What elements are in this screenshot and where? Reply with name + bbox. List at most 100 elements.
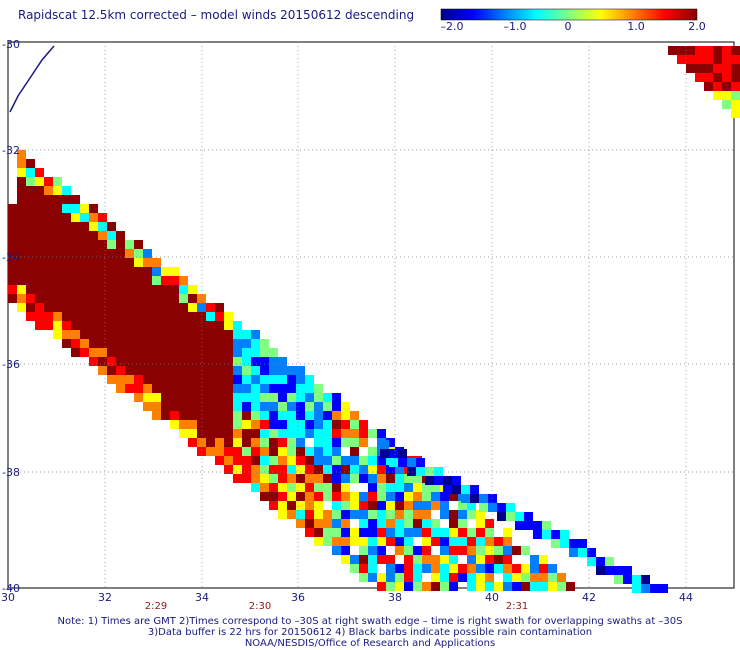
wind-difference-cell xyxy=(161,402,170,411)
wind-difference-cell xyxy=(551,539,560,548)
wind-difference-cell xyxy=(323,474,332,483)
wind-difference-cell xyxy=(89,204,98,213)
wind-difference-cell xyxy=(377,528,386,537)
wind-difference-cell xyxy=(206,447,215,456)
wind-difference-cell xyxy=(224,384,233,393)
wind-difference-cell xyxy=(224,339,233,348)
wind-difference-cell xyxy=(26,249,35,258)
wind-difference-cell xyxy=(323,411,332,420)
wind-difference-cell xyxy=(467,546,476,555)
wind-difference-cell xyxy=(713,55,722,64)
wind-difference-cell xyxy=(134,267,143,276)
wind-difference-cell xyxy=(215,321,224,330)
wind-difference-cell xyxy=(461,494,470,503)
wind-difference-cell xyxy=(179,429,188,438)
wind-difference-cell xyxy=(314,411,323,420)
wind-difference-cell xyxy=(233,357,242,366)
wind-difference-cell xyxy=(452,476,461,485)
wind-difference-cell xyxy=(116,249,125,258)
wind-difference-cell xyxy=(224,312,233,321)
wind-difference-cell xyxy=(704,46,713,55)
wind-difference-cell xyxy=(242,393,251,402)
wind-difference-cell xyxy=(107,348,116,357)
wind-difference-cell xyxy=(341,528,350,537)
wind-difference-cell xyxy=(341,501,350,510)
wind-difference-cell xyxy=(416,458,425,467)
wind-difference-cell xyxy=(449,528,458,537)
wind-difference-cell xyxy=(26,222,35,231)
wind-difference-cell xyxy=(521,582,530,591)
wind-difference-cell xyxy=(368,510,377,519)
wind-difference-cell xyxy=(404,483,413,492)
wind-difference-cell xyxy=(296,447,305,456)
wind-difference-cell xyxy=(233,366,242,375)
wind-difference-cell xyxy=(533,530,542,539)
wind-difference-cell xyxy=(476,510,485,519)
wind-difference-cell xyxy=(557,582,566,591)
wind-difference-cell xyxy=(479,494,488,503)
wind-difference-cell xyxy=(215,447,224,456)
wind-difference-cell xyxy=(278,438,287,447)
wind-difference-cell xyxy=(44,240,53,249)
wind-difference-cell xyxy=(350,510,359,519)
wind-difference-cell xyxy=(704,55,713,64)
wind-difference-cell xyxy=(188,375,197,384)
wind-difference-cell xyxy=(170,303,179,312)
wind-difference-cell xyxy=(296,474,305,483)
wind-difference-cell xyxy=(17,285,26,294)
wind-difference-cell xyxy=(443,476,452,485)
wind-difference-cell xyxy=(404,501,413,510)
wind-difference-cell xyxy=(395,564,404,573)
wind-difference-cell xyxy=(197,339,206,348)
wind-difference-cell xyxy=(260,474,269,483)
wind-difference-cell xyxy=(296,411,305,420)
wind-difference-cell xyxy=(467,528,476,537)
wind-difference-cell xyxy=(476,564,485,573)
wind-difference-cell xyxy=(677,46,686,55)
wind-difference-cell xyxy=(368,564,377,573)
wind-difference-cell xyxy=(488,494,497,503)
wind-difference-cell xyxy=(389,449,398,458)
wind-difference-cell xyxy=(314,420,323,429)
wind-difference-cell xyxy=(260,429,269,438)
wind-difference-cell xyxy=(476,519,485,528)
wind-difference-cell xyxy=(530,573,539,582)
wind-difference-cell xyxy=(494,582,503,591)
wind-difference-cell xyxy=(404,555,413,564)
wind-difference-cell xyxy=(107,294,116,303)
wind-difference-cell xyxy=(305,501,314,510)
wind-difference-cell xyxy=(314,465,323,474)
wind-difference-cell xyxy=(539,582,548,591)
wind-difference-cell xyxy=(314,492,323,501)
wind-difference-cell xyxy=(197,411,206,420)
wind-difference-cell xyxy=(233,429,242,438)
wind-difference-cell xyxy=(314,519,323,528)
wind-difference-cell xyxy=(341,456,350,465)
wind-difference-cell xyxy=(260,438,269,447)
wind-difference-cell xyxy=(224,357,233,366)
wind-difference-cell xyxy=(98,312,107,321)
wind-difference-cell xyxy=(332,546,341,555)
wind-difference-cell xyxy=(71,330,80,339)
wind-difference-cell xyxy=(98,276,107,285)
wind-difference-cell xyxy=(368,546,377,555)
wind-difference-cell xyxy=(242,438,251,447)
wind-difference-cell xyxy=(188,294,197,303)
wind-difference-cell xyxy=(161,348,170,357)
wind-difference-cell xyxy=(62,231,71,240)
wind-difference-cell xyxy=(143,402,152,411)
wind-difference-cell xyxy=(44,258,53,267)
wind-difference-cell xyxy=(314,438,323,447)
wind-difference-cell xyxy=(260,483,269,492)
wind-difference-cell xyxy=(53,321,62,330)
wind-difference-cell xyxy=(170,312,179,321)
wind-difference-cell xyxy=(71,231,80,240)
wind-difference-cell xyxy=(251,393,260,402)
wind-difference-cell xyxy=(26,276,35,285)
wind-difference-cell xyxy=(107,375,116,384)
wind-difference-cell xyxy=(623,575,632,584)
wind-difference-cell xyxy=(233,411,242,420)
wind-difference-cell xyxy=(332,537,341,546)
wind-difference-cell xyxy=(161,312,170,321)
wind-difference-cell xyxy=(44,312,53,321)
